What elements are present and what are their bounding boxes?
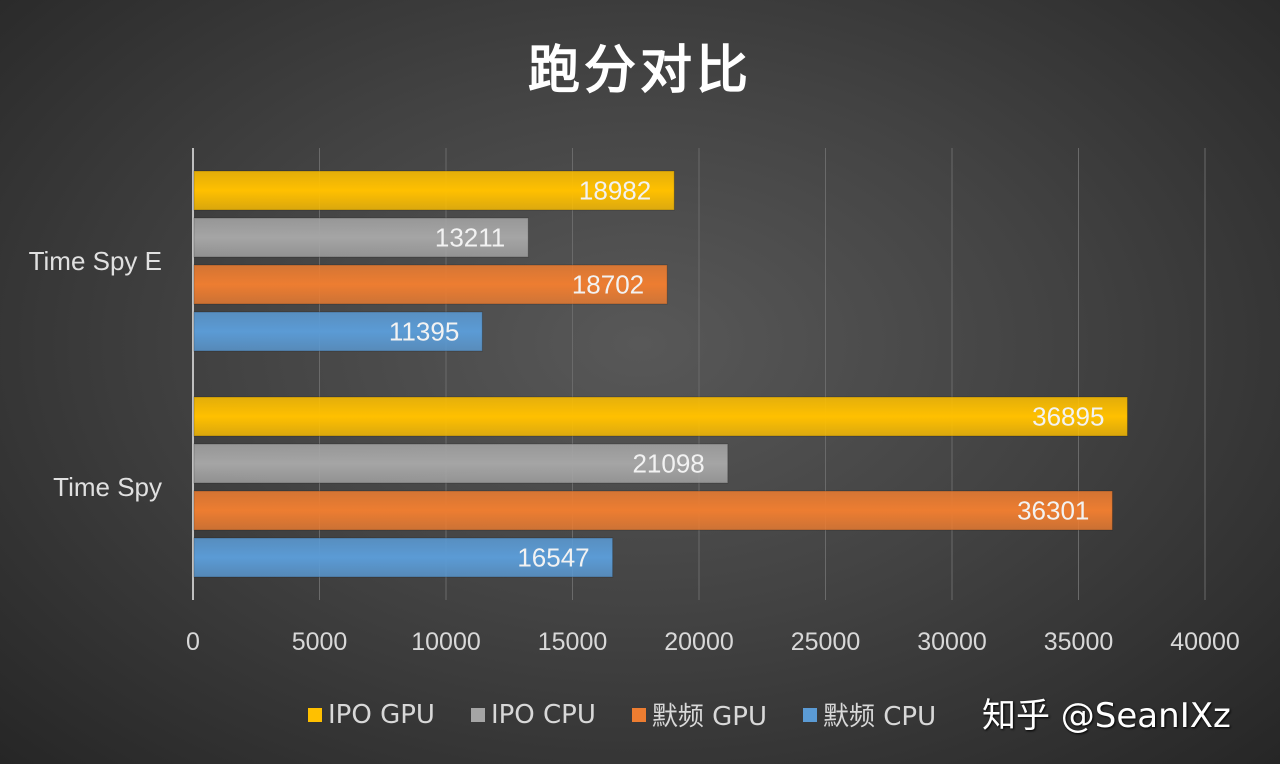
data-label: 13211 [435,223,505,253]
bar [193,443,729,484]
x-tick-label: 5000 [292,628,348,656]
legend-label: 默频 GPU [651,702,768,732]
x-tick-label: 10000 [411,628,481,656]
data-label: 16547 [517,543,589,573]
x-tick-label: 0 [186,628,200,656]
data-label: 36301 [1017,496,1089,526]
legend-item: 默频 GPU [631,696,768,733]
watermark: 知乎 @SeanIXz [982,696,1231,736]
bar [193,217,529,258]
bar [193,396,1128,437]
x-tick-label: 40000 [1170,628,1240,656]
legend-label: 默频 CPU [823,702,937,732]
category-label: Time Spy E [29,246,162,276]
legend-swatch [803,707,818,722]
legend-item: IPO CPU [470,696,596,733]
x-tick-label: 25000 [791,628,861,656]
category-label: Time Spy [53,472,162,502]
bar [193,311,483,352]
x-tick-label: 20000 [664,628,734,656]
data-label: 18982 [579,176,651,206]
bar [193,264,668,305]
bar [193,170,675,211]
legend-swatch [631,707,646,722]
legend-item: 默频 CPU [803,696,936,733]
legend-swatch [470,707,485,722]
x-tick-label: 30000 [917,628,987,656]
x-tick-label: 35000 [1044,628,1114,656]
legend-item: IPO GPU [308,696,435,733]
bar [193,537,614,578]
legend-label: IPO GPU [328,699,435,730]
data-label: 36895 [1032,402,1104,432]
bar [193,490,1113,531]
x-tick-label: 15000 [538,628,608,656]
legend-swatch [308,707,322,722]
data-label: 18702 [572,270,644,300]
data-label: 21098 [632,449,704,479]
data-label: 11395 [389,317,459,347]
legend: IPO GPU IPO CPU 默频 GPU 默频 CPU [308,696,936,733]
chart-title: 跑分对比 [527,41,752,101]
legend-label: IPO CPU [490,699,596,730]
